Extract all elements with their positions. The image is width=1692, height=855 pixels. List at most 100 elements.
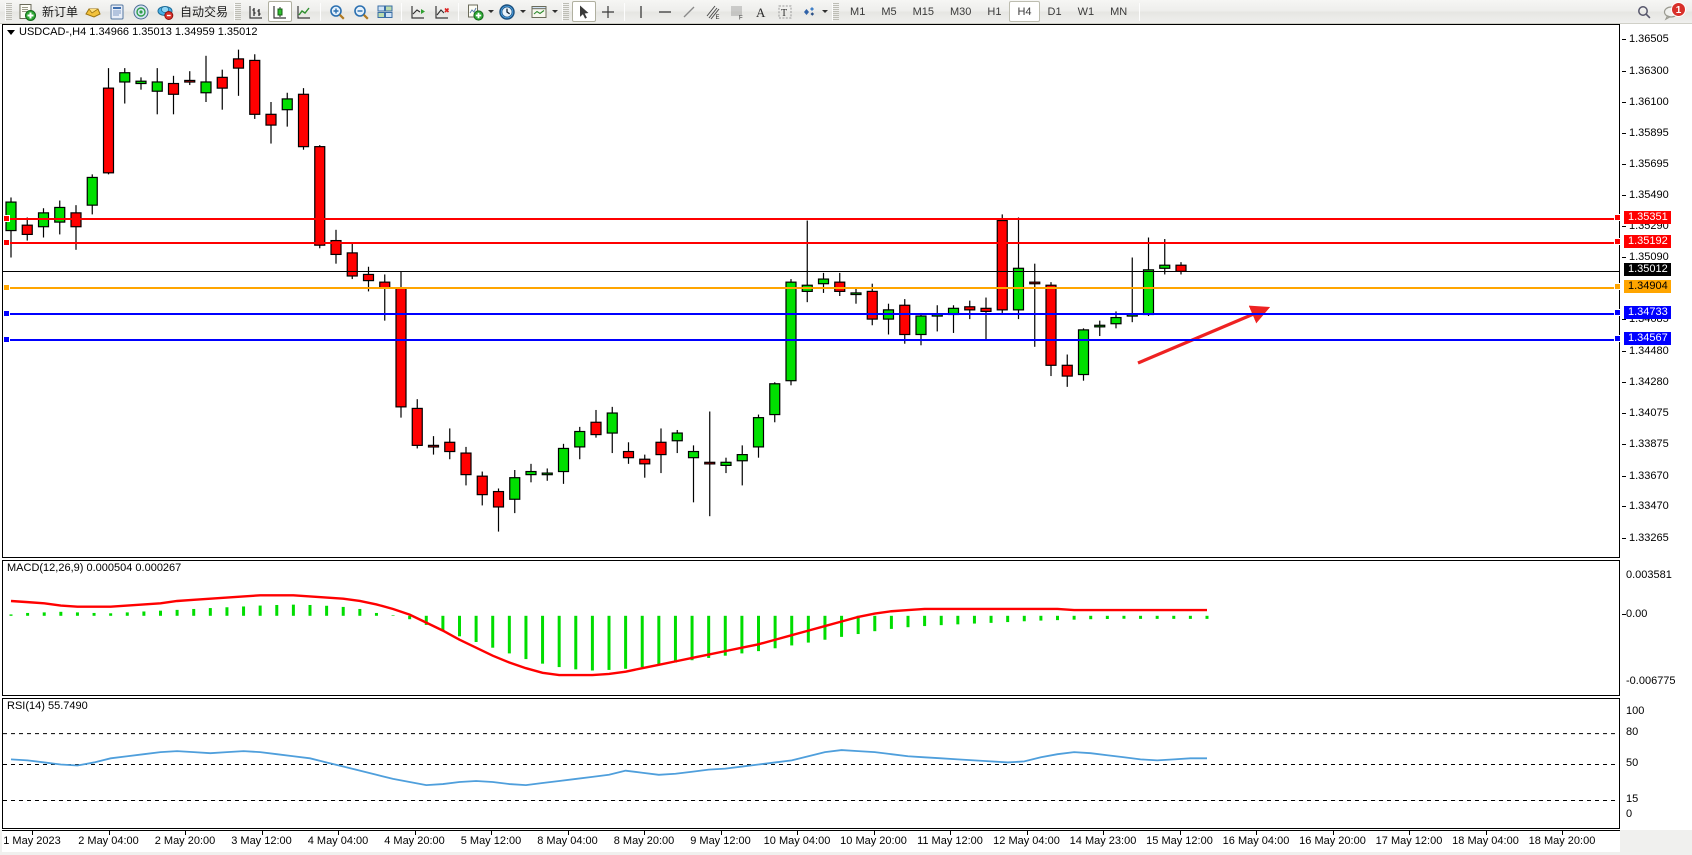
time-axis-label: 9 May 12:00 [690, 835, 751, 847]
equidistant-channel-icon[interactable]: E [701, 1, 725, 22]
toolbar-grip-3[interactable] [562, 2, 570, 21]
pivot-line-handle[interactable] [3, 283, 10, 291]
resistance-line-1-handle[interactable] [3, 214, 10, 222]
trendline-icon[interactable] [677, 1, 701, 22]
time-axis-label: 18 May 20:00 [1528, 835, 1596, 847]
candlestick-chart-icon[interactable] [268, 1, 293, 22]
pivot-line-axis-handle[interactable] [1614, 282, 1621, 290]
fibonacci-icon[interactable]: F [725, 1, 749, 22]
clock-icon[interactable] [495, 1, 519, 22]
search-icon[interactable] [1632, 1, 1656, 22]
timeframe-h4[interactable]: H4 [1009, 1, 1040, 22]
collapse-caret-icon[interactable] [7, 29, 15, 35]
resistance-line-2[interactable] [3, 242, 1619, 245]
indicators-dropdown-arrow[interactable] [487, 2, 495, 22]
auto-trading-label[interactable]: 自动交易 [180, 5, 229, 19]
time-axis-separator [1485, 831, 1487, 835]
toolbar-grip[interactable] [5, 2, 12, 21]
time-axis-label: 14 May 23:00 [1069, 835, 1137, 847]
support-line-1-handle[interactable] [3, 310, 10, 318]
auto-scroll-icon[interactable] [430, 1, 454, 22]
templates-dropdown-arrow[interactable] [551, 2, 559, 22]
vertical-line-icon[interactable] [629, 1, 653, 22]
main-toolbar: 新订单 [0, 0, 1692, 24]
timeframe-m30[interactable]: M30 [950, 5, 972, 18]
timeframe-m15[interactable]: M15 [912, 5, 934, 18]
macd-axis[interactable]: 0.003581 0.00 -0.006775 [1622, 560, 1692, 696]
text-label-icon[interactable]: T [773, 1, 797, 22]
price-axis[interactable]: 1.36505 1.36300 1.36100 1.35895 1.35695 1.354… [1614, 24, 1692, 558]
horizontal-line-icon[interactable] [653, 1, 677, 22]
timeframe-w1[interactable]: W1 [1077, 5, 1095, 18]
resistance-line-1[interactable] [3, 217, 1619, 220]
timeframe-h1[interactable]: H1 [987, 5, 1002, 18]
current-price-line-price-tag[interactable]: 1.35012 [1624, 263, 1671, 277]
time-axis-separator [414, 831, 416, 835]
time-axis-separator [720, 831, 722, 835]
text-icon[interactable]: A [749, 1, 773, 22]
zoom-out-icon[interactable] [349, 1, 373, 22]
time-axis-label: 8 May 20:00 [613, 835, 675, 847]
chart-shift-icon[interactable] [406, 1, 430, 22]
alerts-icon[interactable]: 1 [1656, 1, 1690, 22]
time-axis-label: 16 May 04:00 [1222, 835, 1290, 847]
support-line-1-axis-handle[interactable] [1614, 309, 1621, 317]
new-order-label[interactable]: 新订单 [42, 5, 79, 19]
chart-area[interactable]: USDCAD-,H4 1.34966 1.35013 1.34959 1.350… [0, 24, 1692, 852]
support-line-1-price-tag[interactable]: 1.34733 [1624, 306, 1671, 320]
market-watch-icon[interactable] [129, 1, 153, 22]
time-axis[interactable]: 1 May 2023 2 May 04:00 2 May 20:00 3 May 12… [2, 830, 1620, 852]
timeframe-mn[interactable]: MN [1110, 5, 1128, 18]
current-price-line[interactable] [3, 270, 1619, 272]
support-line-2[interactable] [3, 338, 1619, 341]
shapes-dropdown-arrow[interactable] [821, 2, 829, 22]
time-axis-label: 15 May 12:00 [1146, 835, 1213, 847]
templates-icon[interactable] [527, 1, 551, 22]
timeframe-m1[interactable]: M1 [850, 5, 866, 18]
indicators-icon[interactable] [463, 1, 487, 22]
pivot-line-price-tag[interactable]: 1.34904 [1624, 279, 1671, 293]
price-pane[interactable]: USDCAD-,H4 1.34966 1.35013 1.34959 1.350… [2, 24, 1620, 558]
bar-chart-icon[interactable] [244, 1, 268, 22]
toolbar-grip-2[interactable] [234, 2, 242, 21]
macd-plot-layer [9, 594, 1209, 677]
period-dropdown-arrow[interactable] [519, 2, 527, 22]
svg-text:A: A [756, 5, 766, 20]
svg-text:E: E [716, 15, 720, 21]
tile-windows-icon[interactable] [373, 1, 397, 22]
resistance-line-1-axis-handle[interactable] [1614, 213, 1621, 221]
support-line-1[interactable] [3, 313, 1619, 316]
resistance-line-2-price-tag[interactable]: 1.35192 [1624, 235, 1671, 249]
gold-bar-icon[interactable] [81, 1, 105, 22]
time-axis-separator [1332, 831, 1334, 835]
resistance-line-2-axis-handle[interactable] [1614, 238, 1621, 246]
zoom-in-icon[interactable] [325, 1, 349, 22]
time-axis-label: 4 May 20:00 [384, 835, 445, 847]
line-chart-icon[interactable] [292, 1, 316, 22]
up-trend-arrow[interactable] [3, 25, 1619, 557]
macd-pane[interactable]: MACD(12,26,9) 0.000504 0.000267 [2, 560, 1620, 696]
support-line-2-axis-handle[interactable] [1614, 334, 1621, 342]
cursor-icon[interactable] [572, 1, 597, 22]
crosshair-icon[interactable] [596, 1, 620, 22]
rsi-axis[interactable]: 100 80 50 15 0 [1626, 705, 1645, 820]
time-axis-label: 10 May 04:00 [763, 835, 831, 847]
shapes-icon[interactable] [797, 1, 821, 22]
pivot-line[interactable] [3, 286, 1619, 289]
toolbar-grip-4[interactable] [832, 2, 840, 21]
timeframe-m5[interactable]: M5 [881, 5, 897, 18]
rsi-pane[interactable]: RSI(14) 55.7490 [2, 698, 1620, 829]
resistance-line-1-price-tag[interactable]: 1.35351 [1624, 210, 1671, 224]
expert-advisor-icon[interactable] [153, 1, 177, 22]
rsi-plot-layer [3, 733, 1619, 802]
time-axis-label: 10 May 20:00 [840, 835, 907, 847]
macd-pane-label: MACD(12,26,9) 0.000504 0.000267 [7, 562, 182, 574]
time-axis-label: 2 May 04:00 [78, 835, 139, 847]
new-order-icon[interactable] [15, 1, 39, 22]
timeframe-d1[interactable]: D1 [1047, 5, 1062, 18]
support-line-2-handle[interactable] [3, 335, 10, 343]
terminal-icon[interactable] [105, 1, 129, 22]
support-line-2-price-tag[interactable]: 1.34567 [1624, 331, 1671, 345]
time-axis-label: 16 May 20:00 [1299, 835, 1366, 847]
resistance-line-2-handle[interactable] [3, 239, 10, 247]
